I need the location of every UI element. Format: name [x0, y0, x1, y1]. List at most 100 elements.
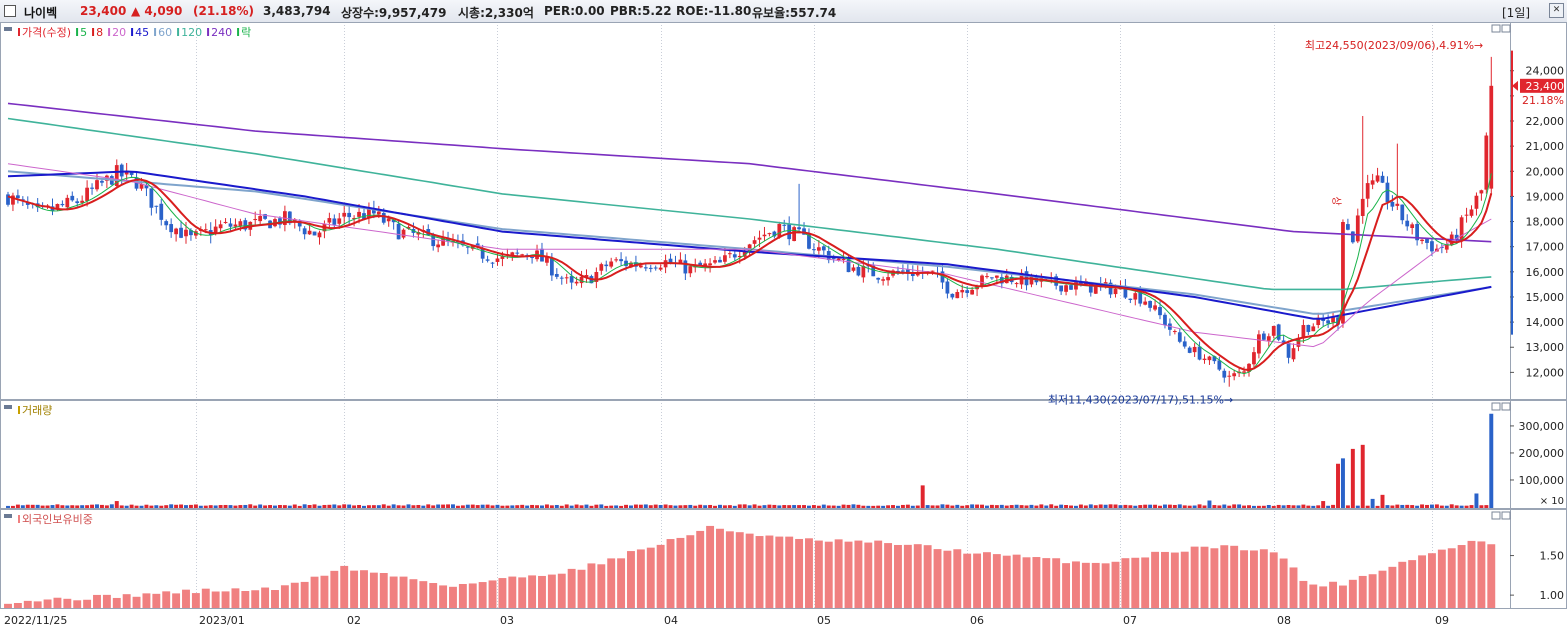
- volume-bar: [955, 504, 960, 508]
- volume-bar: [797, 505, 802, 508]
- volume-bar: [792, 505, 797, 508]
- volume-bar: [119, 505, 124, 508]
- candle: [990, 277, 994, 279]
- candle: [1479, 190, 1484, 194]
- range-bar-down: [1511, 196, 1513, 335]
- foreign-ratio-bar: [211, 591, 220, 608]
- volume-bar: [154, 505, 159, 508]
- volume-bar: [233, 505, 238, 508]
- candle: [515, 252, 520, 254]
- volume-bar: [386, 505, 391, 508]
- foreign-ratio-bar: [449, 586, 457, 608]
- price-tick-label: 24,000: [1526, 65, 1565, 78]
- candle: [1271, 325, 1276, 336]
- foreign-ratio-bar: [706, 525, 715, 608]
- candle: [1420, 239, 1424, 242]
- foreign-ratio-bar: [419, 581, 428, 608]
- volume-bar: [1271, 505, 1276, 508]
- volume-bar: [1019, 505, 1024, 508]
- volume-bar: [772, 504, 777, 508]
- volume-bar: [104, 505, 109, 508]
- roe-value: ROE:-11.80: [676, 4, 752, 18]
- stock-header: 나이벡 23,400 ▲ 4,090 (21.18%) 3,483,794 상장…: [0, 0, 1567, 23]
- date-tick-label: 05: [817, 614, 831, 627]
- volume-bar: [1158, 505, 1162, 508]
- volume-bar: [950, 505, 955, 508]
- candle: [1415, 223, 1419, 241]
- volume-bar: [193, 504, 198, 508]
- volume-bar: [866, 505, 871, 508]
- candle: [1143, 301, 1148, 305]
- foreign-ratio-bar: [785, 536, 794, 608]
- volume-bar: [1059, 504, 1064, 508]
- volume-bar: [179, 504, 184, 508]
- candle: [648, 267, 653, 269]
- volume-bar: [1301, 504, 1306, 508]
- legend-label: 240: [211, 26, 232, 39]
- candle: [1365, 183, 1370, 199]
- volume-bar: [688, 504, 693, 508]
- volume-bar: [1172, 504, 1177, 508]
- candle: [1207, 356, 1212, 361]
- legend-swatch: [76, 28, 79, 36]
- foreign-ratio-bar: [666, 539, 675, 608]
- candle: [263, 214, 267, 219]
- foreign-ratio-bar: [1012, 554, 1021, 608]
- select-checkbox[interactable]: [4, 5, 16, 17]
- price-change-pct: (21.18%): [193, 4, 254, 18]
- foreign-ratio-bar: [1230, 545, 1239, 608]
- volume-bar: [1123, 504, 1128, 508]
- candle: [1182, 341, 1187, 347]
- volume-bar: [846, 504, 851, 508]
- foreign-ratio-bar: [903, 544, 912, 608]
- volume-bar: [569, 505, 574, 508]
- legend-swatch: [237, 28, 240, 36]
- candle: [619, 259, 623, 262]
- candle: [218, 224, 223, 229]
- volume-bar: [25, 504, 30, 508]
- candle: [431, 234, 436, 247]
- volume-bar: [35, 504, 40, 508]
- volume-bar: [10, 505, 15, 508]
- foreign-ratio-bar: [1200, 546, 1209, 608]
- candle: [441, 237, 445, 246]
- volume-legend-label: 거래량: [22, 404, 52, 417]
- foreign-ratio-bar: [1368, 574, 1377, 608]
- volume-bar: [312, 504, 317, 508]
- volume-bar: [905, 504, 910, 508]
- volume-bar: [109, 504, 114, 508]
- foreign-ratio-bar: [923, 545, 932, 608]
- volume-bar: [1350, 448, 1355, 508]
- candle: [75, 201, 80, 204]
- foreign-ratio-bar: [172, 593, 181, 608]
- foreign-ratio-bar: [795, 538, 804, 608]
- foreign-ratio-bar: [122, 594, 131, 608]
- close-icon[interactable]: ✕: [1549, 3, 1564, 18]
- foreign-ratio-bar: [280, 585, 289, 608]
- volume-bar: [1321, 501, 1326, 508]
- volume-bar: [258, 504, 263, 508]
- candle: [357, 211, 361, 217]
- foreign-ratio-bar: [547, 574, 556, 608]
- volume-bar: [861, 505, 866, 508]
- volume-bar: [50, 505, 55, 508]
- volume-bar: [342, 504, 347, 508]
- foreign-ratio-bar: [1151, 551, 1160, 608]
- candle: [1123, 285, 1128, 298]
- foreign-ratio-bar: [271, 590, 279, 608]
- volume-bar: [678, 505, 683, 508]
- foreign-tick-label: 1.50: [1540, 550, 1565, 563]
- volume-bar: [638, 504, 643, 508]
- volume-bar: [742, 504, 747, 508]
- volume-bar: [727, 505, 732, 508]
- foreign-ratio-bar: [1180, 551, 1189, 608]
- candle: [881, 279, 886, 281]
- candle: [584, 275, 589, 278]
- foreign-tick-label: 1.00: [1540, 589, 1565, 602]
- period-selector[interactable]: [1일]: [1502, 6, 1531, 20]
- foreign-ratio-bar: [320, 575, 329, 608]
- volume-bar: [1266, 505, 1271, 508]
- foreign-ratio-bar: [577, 569, 586, 608]
- volume-bar: [777, 505, 782, 508]
- candle: [446, 237, 450, 241]
